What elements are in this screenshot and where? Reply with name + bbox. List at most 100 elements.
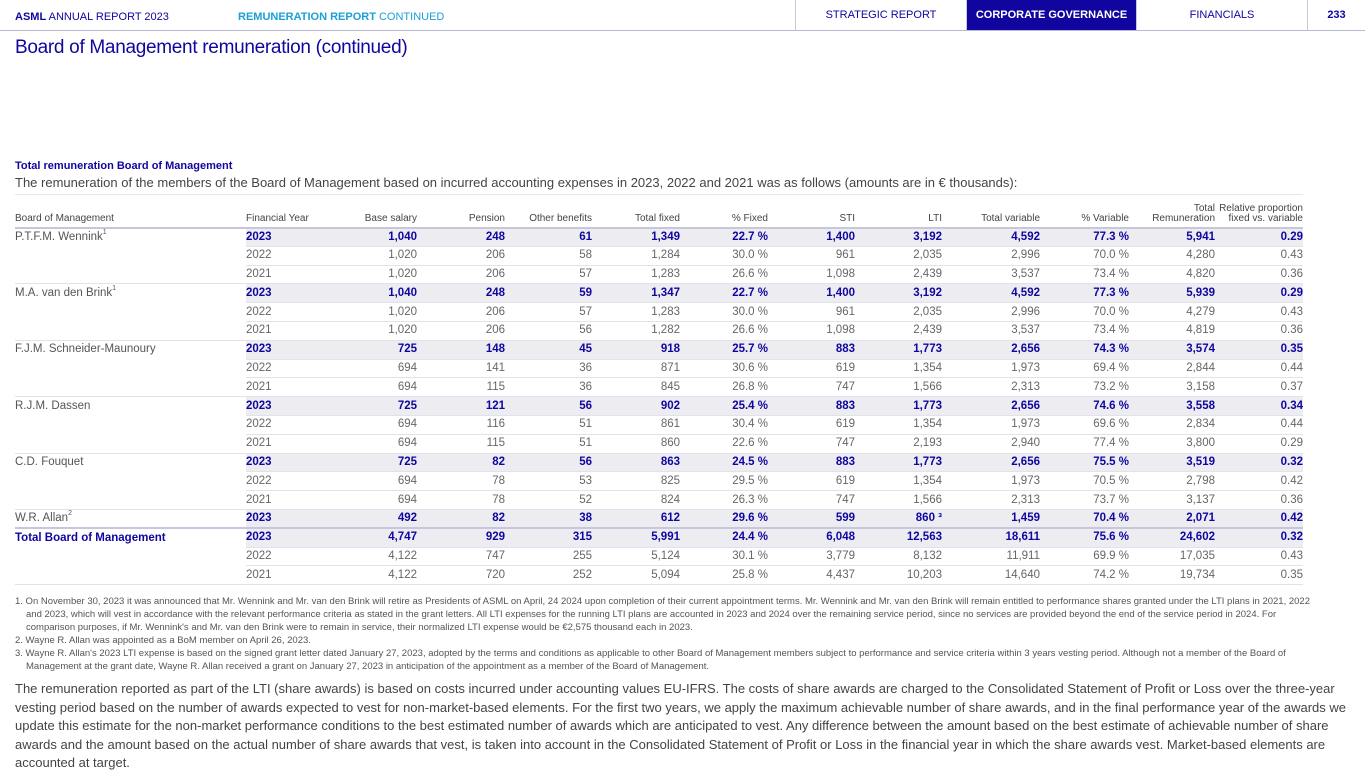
table-cell: 25.7 %: [680, 340, 768, 360]
table-row: 2022 1,020 206 58 1,284 30.0 % 961 2,035 2,996 70…: [15, 246, 1303, 266]
member-name: [15, 434, 246, 454]
column-header: STI: [768, 194, 855, 229]
table-cell: 883: [768, 340, 855, 360]
table-cell: 863: [592, 453, 680, 473]
table-cell: 747: [768, 490, 855, 510]
member-name-text: C.D. Fouquet: [15, 456, 84, 469]
column-header: Pension: [417, 194, 505, 229]
table-cell: 694: [330, 415, 417, 435]
table-cell: 0.29: [1215, 227, 1303, 247]
nav-financials[interactable]: FINANCIALS: [1136, 0, 1307, 30]
table-cell: 1,773: [855, 453, 942, 473]
table-cell: 17,035: [1129, 547, 1215, 567]
table-cell: 30.0 %: [680, 302, 768, 322]
table-cell: 10,203: [855, 565, 942, 586]
table-cell: 78: [417, 471, 505, 492]
table-cell: 2023: [246, 340, 330, 360]
table-cell: 2021: [246, 565, 330, 586]
table-cell: 206: [417, 265, 505, 285]
table-cell: 8,132: [855, 547, 942, 567]
table-cell: 1,098: [768, 321, 855, 341]
table-cell: 2022: [246, 302, 330, 322]
table-cell: 2023: [246, 227, 330, 247]
member-name: [15, 377, 246, 398]
table-cell: 14,640: [942, 565, 1040, 586]
table-cell: 248: [417, 283, 505, 304]
table-cell: 5,991: [592, 527, 680, 548]
table-cell: 1,284: [592, 246, 680, 266]
member-name-text: Total Board of Management: [15, 531, 166, 544]
column-header: Total Remuneration: [1129, 194, 1215, 229]
table-cell: 0.32: [1215, 527, 1303, 548]
table-cell: 0.37: [1215, 377, 1303, 398]
table-cell: 694: [330, 490, 417, 510]
table-cell: 720: [417, 565, 505, 586]
table-cell: 57: [505, 302, 592, 322]
column-header: % Variable: [1040, 194, 1129, 229]
table-cell: 24.5 %: [680, 453, 768, 473]
nav-corporate-governance[interactable]: CORPORATE GOVERNANCE: [966, 0, 1136, 30]
table-cell: 75.5 %: [1040, 453, 1129, 473]
member-name: P.T.F.M. Wennink1: [15, 227, 246, 247]
brand: ASML: [15, 11, 47, 23]
table-cell: 5,941: [1129, 227, 1215, 247]
table-cell: 73.2 %: [1040, 377, 1129, 398]
table-cell: 860: [592, 434, 680, 454]
nav-strategic-report[interactable]: STRATEGIC REPORT: [795, 0, 966, 30]
table-cell: 4,122: [330, 565, 417, 586]
table-cell: 57: [505, 265, 592, 285]
table-cell: 2,035: [855, 302, 942, 322]
table-cell: 0.29: [1215, 283, 1303, 304]
table-cell: 1,020: [330, 265, 417, 285]
table-cell: 2,439: [855, 321, 942, 341]
table-cell: 1,459: [942, 509, 1040, 529]
table-cell: 148: [417, 340, 505, 360]
table-cell: 6,048: [768, 527, 855, 548]
table-cell: 255: [505, 547, 592, 567]
table-cell: 725: [330, 396, 417, 416]
table-cell: 2,035: [855, 246, 942, 266]
table-cell: 2023: [246, 509, 330, 529]
table-cell: 0.43: [1215, 302, 1303, 322]
table-cell: 56: [505, 453, 592, 473]
column-header: Base salary: [330, 194, 417, 229]
table-cell: 1,400: [768, 283, 855, 304]
table-cell: 2021: [246, 377, 330, 398]
table-cell: 3,800: [1129, 434, 1215, 454]
table-cell: 248: [417, 227, 505, 247]
table-cell: 694: [330, 434, 417, 454]
table-cell: 4,122: [330, 547, 417, 567]
footnote-ref: 1: [102, 228, 107, 236]
table-cell: 599: [768, 509, 855, 529]
table-cell: 1,282: [592, 321, 680, 341]
table-cell: 4,820: [1129, 265, 1215, 285]
table-cell: 70.4 %: [1040, 509, 1129, 529]
column-header: Relative proportion fixed vs. variable: [1215, 194, 1303, 229]
table-cell: 1,040: [330, 227, 417, 247]
remuneration-table: Board of Management Financial Year Base sa…: [15, 194, 1303, 586]
table-cell: 74.6 %: [1040, 396, 1129, 416]
table-cell: 2022: [246, 471, 330, 492]
table-row: M.A. van den Brink1 2023 1,040 248 59 1,347 22…: [15, 283, 1303, 304]
table-cell: 694: [330, 359, 417, 379]
table-cell: 0.42: [1215, 471, 1303, 492]
table-cell: 82: [417, 509, 505, 529]
table-cell: 73.4 %: [1040, 321, 1129, 341]
table-cell: 2023: [246, 396, 330, 416]
table-cell: 860 ³: [855, 509, 942, 529]
table-cell: 58: [505, 246, 592, 266]
member-name-text: R.J.M. Dassen: [15, 399, 91, 412]
table-cell: 22.7 %: [680, 227, 768, 247]
table-cell: 619: [768, 359, 855, 379]
member-name: [15, 321, 246, 341]
table-row: 2021 694 115 51 860 22.6 % 747 2,193 2,940 77.4 %…: [15, 434, 1303, 454]
table-cell: 1,973: [942, 471, 1040, 492]
table-cell: 2,656: [942, 453, 1040, 473]
table-row: 2022 694 116 51 861 30.4 % 619 1,354 1,973 69.6 %…: [15, 415, 1303, 435]
table-cell: 1,773: [855, 340, 942, 360]
report-label: ASML ANNUAL REPORT 2023: [15, 11, 169, 23]
table-cell: 883: [768, 396, 855, 416]
table-cell: 45: [505, 340, 592, 360]
member-name: Total Board of Management: [15, 527, 246, 548]
table-header: Board of Management Financial Year Base sa…: [15, 194, 1303, 229]
